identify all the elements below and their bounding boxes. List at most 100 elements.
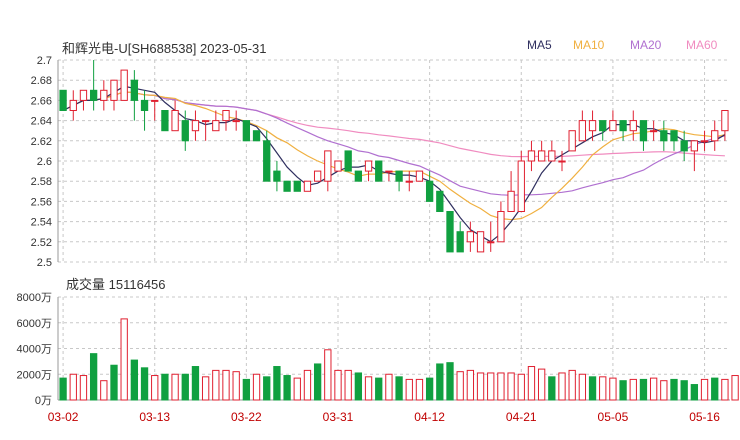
volume-bar — [232, 371, 240, 401]
price-tick-label: 2.58 — [31, 176, 52, 188]
candle-body — [405, 180, 413, 183]
volume-bar — [283, 375, 291, 401]
date-tick-label: 04-21 — [506, 410, 537, 424]
candle-body — [446, 211, 454, 253]
date-tick-label: 03-13 — [139, 410, 170, 424]
candle-body — [619, 120, 627, 132]
candle-body — [517, 160, 525, 212]
candle-body — [660, 130, 668, 142]
candle-body — [303, 180, 312, 192]
candle-body — [588, 120, 597, 132]
candle-body — [79, 89, 88, 101]
candle-body — [568, 130, 576, 152]
volume-bar — [527, 366, 536, 401]
candle-body — [110, 79, 118, 101]
volume-bar — [140, 367, 149, 401]
candle-body — [476, 231, 485, 253]
price-tick-label: 2.66 — [31, 95, 52, 107]
candle-body — [649, 130, 658, 133]
candle-body — [578, 120, 587, 142]
volume-bar — [191, 366, 200, 401]
volume-tick-label: 8000万 — [17, 292, 52, 304]
candle-body — [252, 130, 261, 142]
volume-tick-label: 0万 — [35, 395, 52, 407]
price-tick-label: 2.7 — [37, 55, 52, 67]
volume-bar — [425, 377, 434, 401]
candle-body — [599, 120, 607, 132]
date-tick-label: 03-31 — [323, 410, 354, 424]
candle-body — [273, 170, 281, 182]
price-tick-label: 2.6 — [37, 156, 52, 168]
volume-bar — [212, 369, 220, 401]
candle-body — [466, 231, 475, 243]
volume-bar — [242, 378, 251, 401]
volume-bar — [660, 380, 668, 401]
candle-body — [242, 120, 251, 142]
candle-body — [181, 120, 189, 142]
candle-body — [89, 89, 98, 101]
candle-body — [711, 130, 719, 142]
volume-bar — [89, 353, 98, 401]
date-tick-label: 03-22 — [231, 410, 262, 424]
volume-bar — [110, 364, 118, 401]
volume-bar — [599, 376, 607, 401]
volume-bar — [313, 363, 322, 401]
candle-body — [436, 190, 444, 213]
legend-ma60: MA60 — [686, 38, 718, 52]
volume-bar — [639, 378, 648, 401]
volume-title: 成交量 15116456 — [66, 274, 166, 293]
candle-body — [212, 120, 220, 132]
candle-body — [120, 69, 128, 101]
volume-bar — [161, 373, 169, 401]
volume-bar — [466, 369, 475, 401]
volume-bar — [405, 378, 413, 401]
price-tick-label: 2.68 — [31, 75, 52, 87]
price-tick-label: 2.62 — [31, 136, 52, 148]
volume-bar — [548, 376, 556, 401]
volume-bar — [670, 378, 678, 401]
candle-body — [375, 160, 383, 182]
candle-body — [609, 120, 617, 132]
price-tick-label: 2.64 — [31, 116, 52, 128]
volume-bar — [690, 384, 699, 401]
volume-bar — [700, 378, 709, 401]
price-tick-label: 2.52 — [31, 237, 52, 249]
candle-body — [171, 110, 179, 132]
candle-body — [151, 99, 159, 102]
volume-bar — [537, 368, 546, 401]
volume-bar — [629, 378, 637, 401]
candle-body — [69, 99, 77, 112]
volume-tick-label: 2000万 — [17, 369, 52, 381]
candle-body — [334, 160, 342, 172]
price-tick-label: 2.56 — [31, 196, 52, 208]
candle-body — [415, 170, 424, 182]
candle-body — [721, 110, 729, 132]
volume-bar — [222, 369, 230, 401]
volume-bar — [558, 372, 566, 401]
candle-body — [670, 130, 678, 142]
volume-bar — [79, 375, 88, 401]
volume-bar — [436, 363, 444, 401]
volume-bar — [100, 380, 108, 401]
volume-tick-label: 6000万 — [17, 318, 52, 330]
volume-bar — [517, 373, 525, 401]
candle-body — [201, 120, 210, 123]
volume-bar — [59, 377, 67, 401]
volume-bar — [273, 366, 281, 401]
date-tick-label: 05-16 — [689, 410, 720, 424]
candle-body — [629, 120, 637, 132]
candle-body — [385, 170, 393, 173]
candle-body — [456, 231, 464, 253]
legend-ma5: MA5 — [527, 38, 552, 52]
legend-ma20: MA20 — [630, 38, 662, 52]
candle-body — [59, 89, 67, 112]
candle-body — [395, 170, 403, 182]
candle-body — [487, 241, 495, 244]
volume-tick-label: 4000万 — [17, 344, 52, 356]
candle-body — [639, 120, 648, 142]
volume-bar — [120, 318, 128, 401]
volume-bar — [456, 371, 464, 401]
volume-bar — [680, 380, 688, 401]
candle-body — [283, 180, 291, 192]
